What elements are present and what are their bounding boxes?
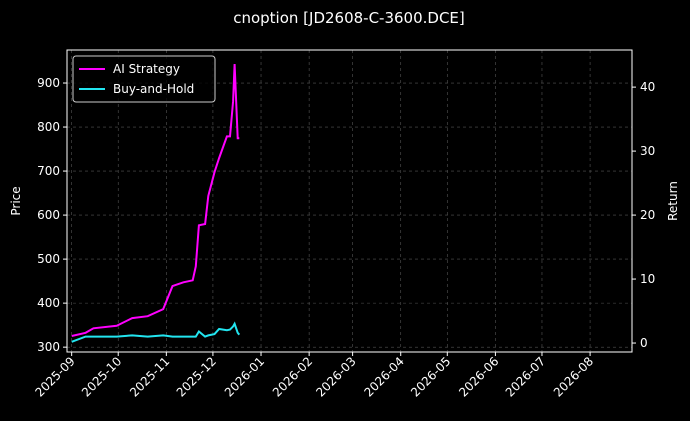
y2-tick-label: 10 xyxy=(640,272,655,286)
x-tick-label: 2025-10 xyxy=(79,354,124,399)
y-tick-label: 400 xyxy=(37,296,60,310)
y2-axis-label: Return xyxy=(666,181,680,221)
y-tick-label: 800 xyxy=(37,120,60,134)
x-tick-label: 2026-03 xyxy=(313,354,358,399)
x-tick-label: 2025-11 xyxy=(127,354,172,399)
y-tick-label: 700 xyxy=(37,164,60,178)
plot-frame xyxy=(66,49,633,353)
y2-tick-label: 0 xyxy=(640,336,648,350)
chart-title: cnoption [JD2608-C-3600.DCE] xyxy=(233,9,465,27)
x-tick-label: 2026-01 xyxy=(222,354,267,399)
legend-label: Buy-and-Hold xyxy=(113,82,194,96)
x-tick-label: 2026-07 xyxy=(503,354,548,399)
x-tick-label: 2026-06 xyxy=(456,354,501,399)
x-tick-label: 2025-12 xyxy=(174,354,219,399)
x-tick-label: 2026-02 xyxy=(270,354,315,399)
y2-tick-label: 40 xyxy=(640,80,655,94)
x-tick-label: 2026-04 xyxy=(361,354,406,399)
y2-tick-label: 30 xyxy=(640,144,655,158)
y-tick-label: 600 xyxy=(37,208,60,222)
x-tick-label: 2026-05 xyxy=(408,354,453,399)
x-tick-label: 2026-08 xyxy=(551,354,596,399)
legend-label: AI Strategy xyxy=(113,62,180,76)
series-line xyxy=(71,321,241,343)
series-line xyxy=(71,64,240,337)
y-tick-label: 900 xyxy=(37,76,60,90)
x-tick-label: 2025-09 xyxy=(32,354,77,399)
y-tick-label: 500 xyxy=(37,252,60,266)
y-axis-label: Price xyxy=(9,186,23,215)
y-tick-label: 300 xyxy=(37,340,60,354)
y2-tick-label: 20 xyxy=(640,208,655,222)
legend-box xyxy=(72,55,216,103)
